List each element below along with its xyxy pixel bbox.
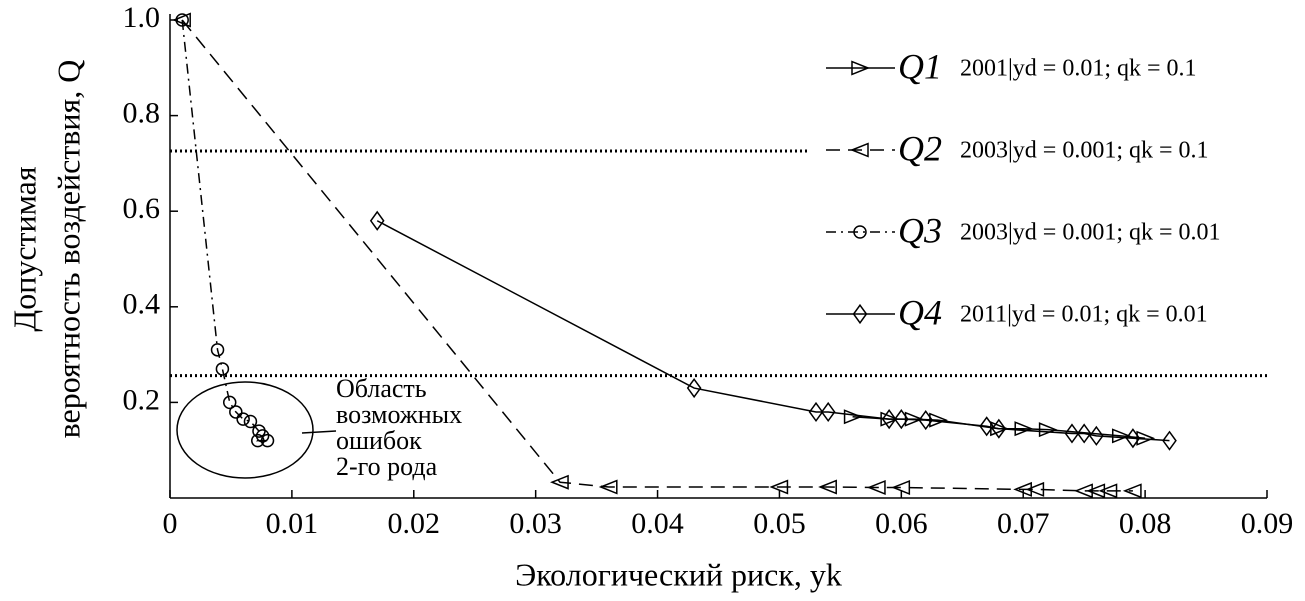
data-point xyxy=(918,410,934,431)
data-point xyxy=(1089,425,1104,446)
data-point xyxy=(818,479,837,495)
legend-marker xyxy=(851,60,871,76)
legend-condition: 2003|yd = 0.001; qk = 0.01 xyxy=(960,220,1221,246)
data-point xyxy=(255,429,270,443)
legend-condition: 2001|yd = 0.01; qk = 0.1 xyxy=(960,56,1197,82)
annotation-ellipse xyxy=(176,381,314,479)
data-point xyxy=(260,433,275,448)
legend-name: Q1 xyxy=(898,46,942,86)
x-tick-label: 0.05 xyxy=(753,507,806,540)
y-tick-label: 1.0 xyxy=(123,1,161,34)
legend-name: Q4 xyxy=(898,292,942,332)
data-point xyxy=(880,411,900,427)
data-point xyxy=(1013,481,1032,497)
x-axis-label: Экологический риск, yk xyxy=(515,556,842,592)
y-tick-label: 0.8 xyxy=(123,96,161,129)
data-point xyxy=(1098,483,1118,499)
y-tick-label: 0.4 xyxy=(123,288,161,321)
data-point xyxy=(229,405,243,419)
legend-marker xyxy=(853,225,867,239)
series-line xyxy=(181,19,1133,492)
data-point xyxy=(1064,423,1080,444)
annotation-text: ошибок xyxy=(336,426,422,455)
y-tick-label: 0.2 xyxy=(123,383,161,416)
legend-condition: 2011|yd = 0.01; qk = 0.01 xyxy=(960,302,1208,328)
legend-condition: 2003|yd = 0.001; qk = 0.1 xyxy=(960,138,1209,164)
data-point xyxy=(891,479,911,495)
data-point xyxy=(1074,483,1093,499)
data-point xyxy=(1162,430,1177,451)
legend-name: Q3 xyxy=(898,210,942,250)
data-point xyxy=(1014,421,1034,437)
legend-name: Q2 xyxy=(898,128,942,168)
legend-marker xyxy=(849,142,869,158)
data-point xyxy=(598,479,618,495)
data-point xyxy=(843,409,863,425)
data-point xyxy=(820,401,836,423)
data-point xyxy=(222,395,237,410)
data-point xyxy=(1122,483,1142,499)
data-point xyxy=(210,343,225,357)
annotation-text: Область xyxy=(336,374,427,403)
data-point xyxy=(894,409,909,430)
annotation-text: возможных xyxy=(336,400,462,429)
data-point xyxy=(808,401,824,423)
x-tick-label: 0.04 xyxy=(631,507,684,540)
annotation-leader xyxy=(301,430,337,434)
data-point xyxy=(1086,483,1106,499)
y-tick-label: 0.6 xyxy=(123,192,161,225)
series-line xyxy=(181,19,268,442)
data-point xyxy=(1125,428,1141,449)
data-point xyxy=(991,418,1007,439)
data-point xyxy=(881,409,897,430)
x-tick-label: 0.02 xyxy=(388,507,441,540)
x-tick-label: 0.03 xyxy=(509,507,562,540)
data-point xyxy=(1076,423,1092,444)
annotation-text: 2-го рода xyxy=(336,452,438,481)
data-point xyxy=(866,479,886,495)
data-point xyxy=(1038,422,1058,438)
x-tick-label: 0.09 xyxy=(1241,507,1294,540)
x-tick-label: 0.07 xyxy=(997,507,1050,540)
data-point xyxy=(175,13,189,27)
x-tick-label: 0.06 xyxy=(875,507,928,540)
data-point xyxy=(686,377,702,399)
legend-marker xyxy=(852,303,868,325)
x-tick-label: 0.08 xyxy=(1119,507,1172,540)
data-point xyxy=(236,412,250,426)
data-point xyxy=(550,474,569,490)
x-tick-label: 0 xyxy=(163,507,178,540)
data-point xyxy=(369,210,385,231)
data-point xyxy=(215,362,230,376)
data-point xyxy=(1111,428,1131,444)
data-point xyxy=(979,416,994,437)
data-point xyxy=(243,414,258,429)
x-tick-label: 0.01 xyxy=(266,507,319,540)
y-axis-label: Допустимая xyxy=(6,166,42,332)
series-line xyxy=(376,220,1170,442)
data-point xyxy=(251,433,265,448)
y-axis-label: вероятность воздействия, Q xyxy=(50,60,86,439)
data-point xyxy=(769,479,789,495)
data-point xyxy=(1025,481,1045,497)
